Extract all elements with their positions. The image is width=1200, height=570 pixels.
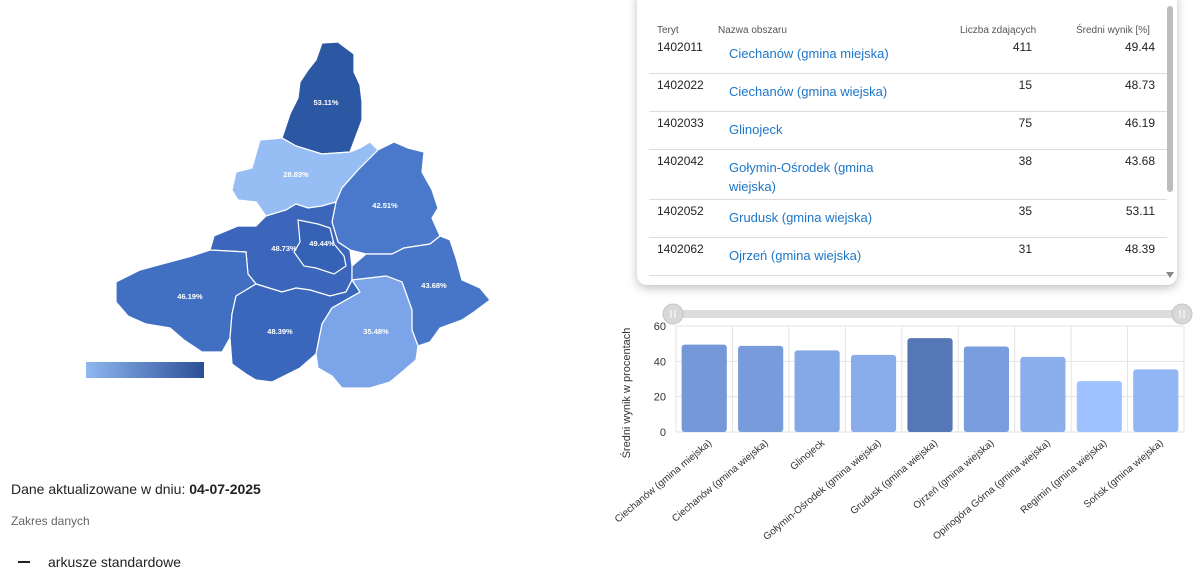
scope-item-label: arkusze standardowe [48, 554, 182, 570]
update-date: 04-07-2025 [189, 481, 261, 497]
map-label-grudusk: 53.11% [313, 98, 338, 107]
bar[interactable] [681, 344, 727, 432]
area-link[interactable]: Ciechanów (gmina miejska) [729, 46, 889, 61]
cell-score: 49.44 [1124, 40, 1155, 54]
cell-teryt: 1402022 [657, 78, 704, 92]
table-row: 1402042 Gołymin-Ośrodek (gmina wiejska) … [649, 150, 1167, 200]
column-header-count[interactable]: Liczba zdających [960, 25, 1037, 36]
x-tick-label: Opinogóra Górna (gmina wiejska) [931, 438, 1053, 543]
scroll-down-icon[interactable] [1166, 272, 1174, 278]
cell-score: 46.19 [1124, 116, 1155, 130]
map-label-ojrzen: 48.39% [267, 327, 293, 336]
map-label-opinogora: 42.51% [372, 201, 398, 210]
cell-count: 31 [1018, 242, 1032, 256]
y-tick-label: 20 [654, 392, 666, 404]
cell-count: 15 [1018, 78, 1032, 92]
map-label-glinojeck: 46.19% [177, 292, 203, 301]
cell-score: 48.73 [1124, 78, 1155, 92]
cell-count: 35 [1018, 204, 1032, 218]
table-header: Teryt Nazwa obszaru Liczba zdających Śre… [637, 25, 1167, 39]
map-color-legend [86, 362, 204, 378]
update-label: Dane aktualizowane w dniu: [11, 481, 190, 497]
map-label-sonsk: 35.48% [363, 327, 389, 336]
table-body: 1402011 Ciechanów (gmina miejska) 411 49… [637, 36, 1167, 276]
map-region-sonsk[interactable] [315, 275, 419, 389]
results-table: Teryt Nazwa obszaru Liczba zdających Śre… [637, 0, 1177, 285]
map-label-regimin: 28.83% [283, 170, 309, 179]
range-slider-handle-right[interactable] [1171, 303, 1193, 325]
bar[interactable] [963, 346, 1010, 432]
bar[interactable] [1133, 369, 1179, 432]
area-link[interactable]: Ojrzeń (gmina wiejska) [729, 248, 862, 263]
map-label-ciechanow-wiejska: 48.73% [271, 244, 297, 253]
y-tick-label: 0 [660, 427, 666, 439]
bar[interactable] [907, 338, 953, 432]
y-axis-title: Średni wynik w procentach [620, 328, 633, 459]
table-row: 1402052 Grudusk (gmina wiejska) 35 53.11 [649, 200, 1167, 238]
scope-item[interactable]: arkusze standardowe [18, 554, 181, 570]
cell-teryt: 1402042 [657, 154, 704, 168]
x-tick-label: Glinojeck [788, 437, 827, 473]
bar[interactable] [738, 345, 784, 432]
cell-teryt: 1402033 [657, 116, 704, 130]
scope-title: Zakres danych [11, 514, 90, 528]
range-slider-track[interactable] [674, 310, 1182, 318]
map-label-golymin: 43.68% [421, 281, 447, 290]
cell-score: 48.39 [1124, 242, 1155, 256]
cell-teryt: 1402062 [657, 242, 704, 256]
cell-count: 411 [1012, 40, 1032, 54]
area-link[interactable]: Glinojeck [729, 122, 783, 137]
x-tick-label: Gołymin-Ośrodek (gmina wiejska) [761, 438, 883, 543]
column-header-teryt[interactable]: Teryt [657, 25, 679, 36]
table-row: 1402062 Ojrzeń (gmina wiejska) 31 48.39 [649, 238, 1167, 276]
y-tick-label: 60 [654, 321, 666, 333]
bar[interactable] [1076, 381, 1122, 432]
area-link[interactable]: Grudusk (gmina wiejska) [729, 210, 873, 225]
cell-score: 43.68 [1124, 154, 1155, 168]
cell-count: 75 [1018, 116, 1032, 130]
area-link[interactable]: Ciechanów (gmina wiejska) [729, 84, 888, 99]
dash-icon [18, 561, 30, 563]
y-tick-label: 40 [654, 356, 666, 368]
choropleth-map: 53.11% 28.83% 42.51% 48.73% 49.44% 46.19… [115, 41, 491, 389]
cell-teryt: 1402011 [657, 40, 703, 54]
table-row: 1402022 Ciechanów (gmina wiejska) 15 48.… [649, 74, 1167, 112]
x-tick-label: Ciechanów (gmina wiejska) [670, 438, 770, 525]
cell-teryt: 1402052 [657, 204, 704, 218]
cell-count: 38 [1018, 154, 1032, 168]
column-header-score[interactable]: Średni wynik [%] [1076, 25, 1150, 36]
area-link[interactable]: Gołymin-Ośrodek (gmina wiejska) [729, 160, 874, 194]
table-row: 1402011 Ciechanów (gmina miejska) 411 49… [649, 36, 1167, 74]
bar[interactable] [794, 350, 840, 432]
bar[interactable] [850, 354, 897, 432]
table-scrollbar[interactable] [1166, 6, 1174, 278]
map-label-ciechanow-miejska: 49.44% [309, 239, 335, 248]
range-slider-handle-left[interactable] [662, 303, 684, 325]
scroll-thumb[interactable] [1167, 6, 1173, 192]
update-info: Dane aktualizowane w dniu: 04-07-2025 [11, 481, 261, 497]
cell-score: 53.11 [1125, 204, 1155, 218]
table-row: 1402033 Glinojeck 75 46.19 [649, 112, 1167, 150]
column-header-name[interactable]: Nazwa obszaru [718, 25, 787, 36]
map-region-ciechanow-miejska[interactable] [293, 219, 347, 275]
bar[interactable] [1020, 356, 1066, 432]
